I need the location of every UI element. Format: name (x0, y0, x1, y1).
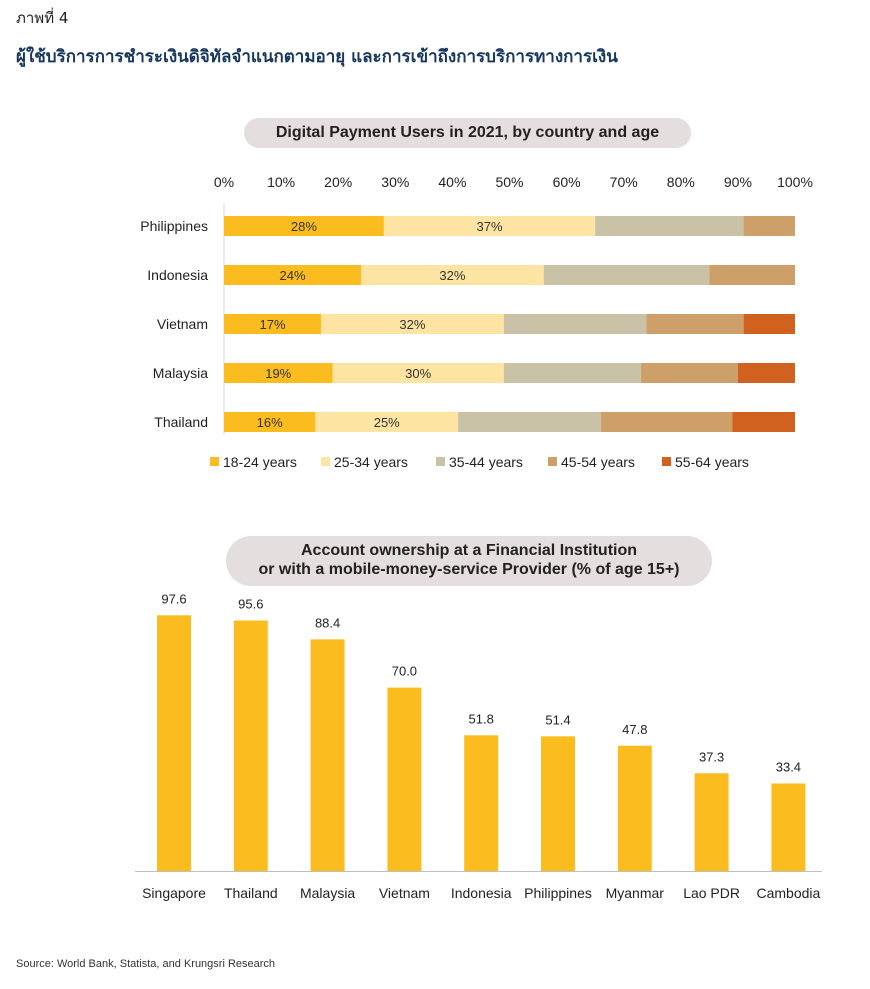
column-bar (310, 639, 345, 871)
value-label: 70.0 (392, 664, 417, 679)
category-label: Myanmar (606, 885, 665, 901)
bar-segment (600, 412, 733, 432)
x-tick-label: 90% (724, 174, 752, 190)
source-note: Source: World Bank, Statista, and Krungs… (16, 958, 276, 970)
bar-segment (458, 412, 601, 432)
bar-segment (595, 216, 744, 236)
data-label: 16% (257, 415, 283, 430)
column-bar (233, 620, 268, 871)
x-tick-label: 20% (324, 174, 352, 190)
value-label: 95.6 (238, 597, 263, 612)
x-tick-label: 10% (267, 174, 295, 190)
bar-segment (332, 363, 504, 383)
figure-label: ภาพที่ 4 (16, 9, 69, 27)
bar-segment (640, 363, 738, 383)
data-label: 25% (374, 415, 400, 430)
bar-segment (224, 314, 322, 334)
bar-segment (383, 216, 596, 236)
legend-label: 25-34 years (334, 454, 408, 470)
column-bar (387, 687, 422, 871)
bar-segment (224, 216, 384, 236)
category-label: Malaysia (153, 365, 208, 381)
legend-swatch (321, 457, 330, 466)
legend-swatch (210, 457, 219, 466)
bar-segment (732, 412, 795, 432)
bar-segment (503, 314, 647, 334)
data-label: 17% (260, 317, 286, 332)
bar-segment (543, 265, 710, 285)
category-label: Indonesia (147, 267, 208, 283)
value-label: 51.8 (469, 711, 494, 726)
legend-label: 55-64 years (675, 454, 749, 470)
value-label: 97.6 (161, 591, 186, 606)
stacked-chart-title: Digital Payment Users in 2021, by countr… (244, 118, 691, 148)
legend-swatch (436, 457, 445, 466)
legend-label: 18-24 years (223, 454, 297, 470)
x-tick-label: 50% (495, 174, 523, 190)
legend-label: 35-44 years (449, 454, 523, 470)
value-label: 51.4 (545, 712, 570, 727)
value-label: 37.3 (699, 749, 724, 764)
bar-segment (224, 363, 333, 383)
column-bar (694, 773, 729, 871)
bar-segment (646, 314, 744, 334)
data-label: 30% (405, 366, 431, 381)
bar-segment (315, 412, 459, 432)
category-label: Singapore (142, 885, 206, 901)
column-bar (541, 736, 575, 871)
category-label: Vietnam (379, 885, 430, 901)
bar-segment (224, 412, 316, 432)
data-label: 28% (291, 219, 317, 234)
bar-segment (361, 265, 544, 285)
category-label: Philippines (524, 885, 592, 901)
column-bar (157, 615, 191, 871)
bar-segment (224, 265, 362, 285)
data-label: 24% (280, 268, 306, 283)
category-label: Thailand (224, 885, 278, 901)
column-bar (771, 783, 806, 871)
category-label: Lao PDR (683, 885, 740, 901)
bar-segment (743, 314, 795, 334)
figure-title: ผู้ใช้บริการการชำระเงินดิจิทัลจำแนกตามอา… (16, 47, 618, 67)
bar-segment (737, 363, 795, 383)
x-tick-label: 30% (381, 174, 409, 190)
legend-label: 45-54 years (561, 454, 635, 470)
category-label: Cambodia (756, 885, 820, 901)
value-label: 33.4 (776, 759, 801, 774)
x-tick-label: 80% (667, 174, 695, 190)
column-chart-title-line-2: or with a mobile-money-service Provider … (258, 561, 680, 578)
column-bar (617, 745, 652, 871)
legend-swatch (548, 457, 557, 466)
column-chart-title-line-1: Account ownership at a Financial Institu… (300, 542, 638, 559)
legend-swatch (662, 457, 671, 466)
value-label: 88.4 (315, 615, 340, 630)
x-tick-label: 40% (438, 174, 466, 190)
value-label: 47.8 (622, 722, 647, 737)
bar-segment (743, 216, 795, 236)
category-label: Thailand (154, 414, 208, 430)
column-chart-title: Account ownership at a Financial Institu… (226, 536, 712, 586)
x-tick-label: 60% (553, 174, 581, 190)
data-label: 32% (399, 317, 425, 332)
category-label: Philippines (140, 218, 208, 234)
data-label: 37% (476, 219, 502, 234)
data-label: 19% (265, 366, 291, 381)
column-bar (464, 735, 499, 871)
bar-segment (709, 265, 795, 285)
bar-segment (321, 314, 504, 334)
x-tick-label: 100% (777, 174, 813, 190)
x-tick-label: 70% (610, 174, 638, 190)
category-label: Vietnam (157, 316, 208, 332)
bar-segment (503, 363, 641, 383)
category-label: Malaysia (300, 885, 355, 901)
category-label: Indonesia (451, 885, 512, 901)
x-tick-label: 0% (214, 174, 234, 190)
data-label: 32% (439, 268, 465, 283)
